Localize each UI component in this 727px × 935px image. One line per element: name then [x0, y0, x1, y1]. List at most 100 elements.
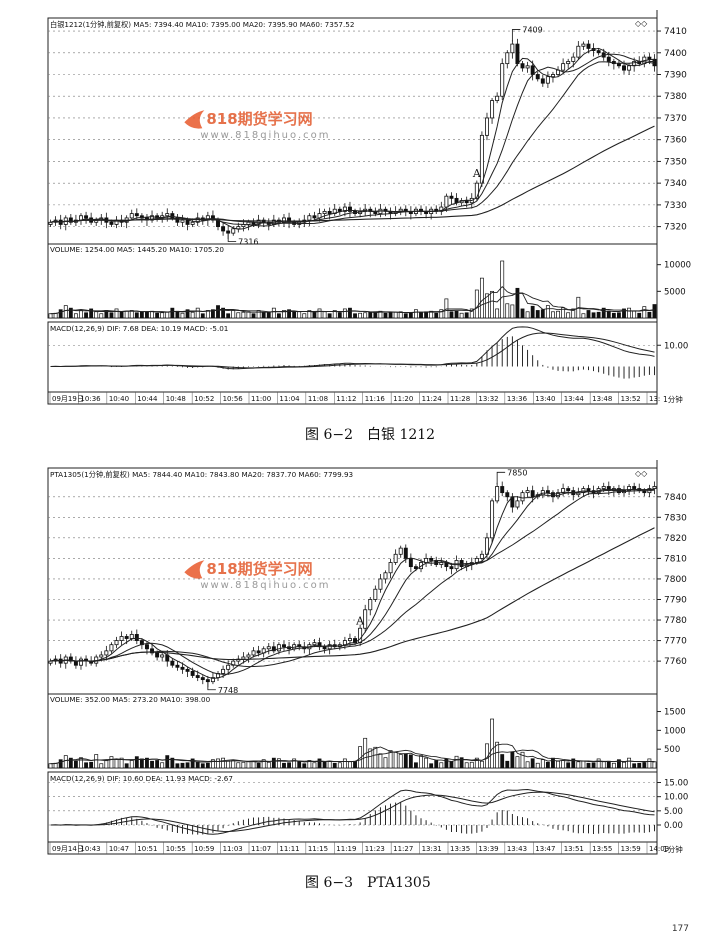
volume-bar: [642, 306, 647, 319]
volume-bar: [642, 762, 647, 769]
macd-tick-label: 10.00: [664, 341, 688, 351]
candle-body: [429, 558, 434, 561]
volume-tick-label: 1000: [664, 726, 686, 736]
volume-ma5-line: [50, 285, 655, 315]
volume-bar: [124, 310, 129, 319]
volume-bar: [211, 759, 215, 769]
candle-body: [566, 488, 571, 491]
silver-chart: 7320 7330 7340 7350 7360 7370 7380 7390 7400 7410…: [0, 8, 727, 413]
price-tick-label: 7800: [664, 575, 687, 585]
volume-bar: [556, 310, 560, 319]
volume-bar: [73, 760, 78, 769]
volume-bar: [292, 758, 297, 769]
volume-bar: [571, 308, 576, 319]
volume-bar: [581, 760, 586, 769]
ma60-line: [50, 125, 655, 223]
volume-bar: [63, 305, 68, 319]
volume-ma10-line: [50, 292, 655, 315]
volume-bar: [79, 757, 83, 769]
candle-body: [515, 500, 520, 508]
volume-bar: [373, 746, 378, 769]
volume-bar: [68, 307, 73, 319]
candle-body: [190, 670, 195, 676]
volume-bar: [175, 763, 180, 769]
volume-bar: [287, 762, 291, 769]
x-tick-label: 10:48: [166, 395, 186, 403]
volume-bar: [200, 313, 205, 319]
volume-bar: [276, 313, 281, 319]
candle-body: [439, 562, 444, 565]
candle-body: [347, 206, 352, 212]
x-tick-label: 13:47: [535, 845, 555, 853]
volume-bar: [353, 313, 357, 319]
price-tick-label: 7780: [664, 616, 687, 626]
candle-body: [520, 63, 525, 69]
volume-bar: [175, 310, 180, 319]
volume-bar: [68, 757, 73, 769]
ma10-line: [50, 53, 655, 227]
candle-body: [226, 664, 231, 670]
candle-body: [520, 492, 525, 502]
volume-bar: [515, 756, 520, 769]
candle-body: [525, 65, 530, 69]
candle-body: [403, 547, 408, 559]
volume-bar: [622, 308, 626, 319]
volume-bar: [515, 287, 520, 319]
volume-bar: [459, 312, 464, 319]
candle-body: [505, 52, 510, 65]
volume-bar: [535, 310, 540, 319]
volume-bar: [73, 313, 78, 319]
volume-bar: [622, 761, 626, 769]
volume-bar: [99, 313, 104, 319]
candle-body: [616, 63, 621, 67]
macd-dea-line: [50, 791, 655, 833]
candle-body: [413, 566, 418, 570]
volume-bar: [383, 757, 388, 769]
candle-body: [627, 65, 632, 71]
candle-body: [210, 677, 215, 683]
price-tick-label: 7820: [664, 534, 687, 544]
volume-bar: [58, 309, 63, 319]
volume-bar: [266, 311, 271, 319]
volume-bar: [119, 311, 124, 319]
volume-bar: [464, 312, 469, 319]
price-tick-label: 7400: [664, 49, 687, 59]
volume-bar: [419, 755, 423, 769]
candle-body: [144, 644, 149, 650]
x-tick-label: 13:44: [564, 395, 585, 403]
volume-bar: [271, 757, 276, 769]
figure-caption-silver: 图 6−2 白银 1212: [305, 427, 436, 443]
low-label: 7748: [218, 686, 238, 695]
candle-body: [474, 182, 479, 199]
price-tick-label: 7810: [664, 554, 687, 564]
volume-bar: [155, 312, 160, 319]
volume-bar: [500, 260, 505, 319]
candle-body: [586, 488, 591, 491]
candle-body: [226, 230, 231, 234]
volume-bar: [276, 758, 281, 769]
candle-body: [490, 100, 495, 119]
volume-bar: [94, 311, 99, 319]
candle-body: [495, 486, 500, 502]
ma20-line: [50, 58, 655, 224]
volume-bar: [627, 307, 632, 319]
volume-bar: [540, 309, 545, 319]
volume-bar: [119, 757, 124, 769]
volume-bar: [581, 313, 586, 319]
volume-bar: [48, 763, 53, 769]
x-tick-label: 11:12: [336, 395, 356, 403]
candle-body: [505, 492, 510, 498]
volume-bar: [200, 763, 205, 769]
candle-body: [479, 134, 484, 184]
candle-body: [327, 211, 332, 214]
volume-bar: [170, 307, 175, 319]
volume-bar: [576, 761, 581, 769]
volume-bar: [505, 760, 510, 769]
price-tick-label: 7360: [664, 136, 687, 146]
volume-bar: [424, 311, 429, 319]
x-tick-label: 11:00: [251, 395, 271, 403]
candle-body: [256, 650, 261, 654]
volume-bar: [165, 311, 170, 319]
candle-body: [449, 566, 454, 570]
window-controls-icon: ◇◇: [635, 469, 648, 478]
